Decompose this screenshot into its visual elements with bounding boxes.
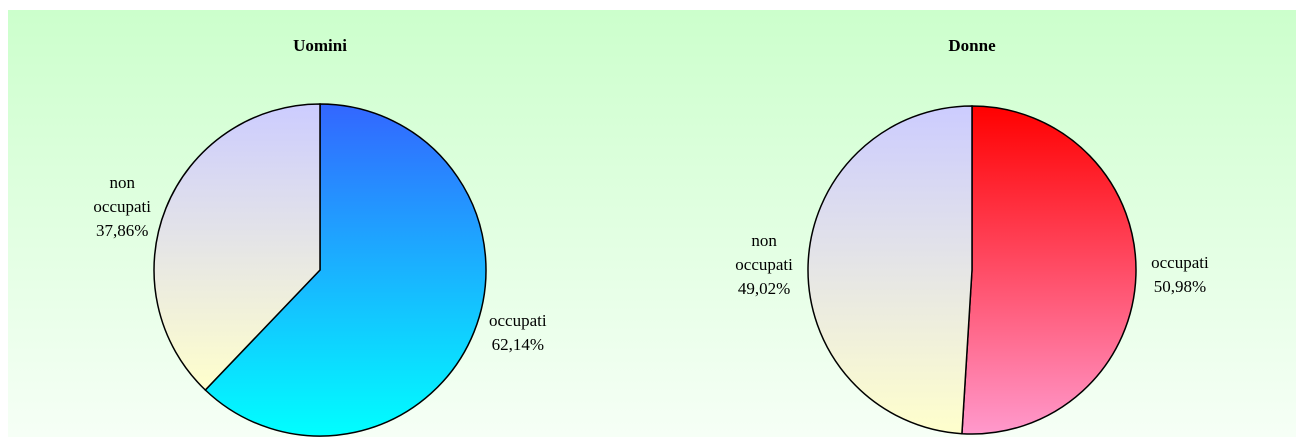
- pie-slice: [153, 103, 321, 392]
- category-label: occupati: [1151, 253, 1209, 273]
- slice-label: non occupati 49,02%: [724, 229, 804, 301]
- chart-title: Donne: [948, 36, 996, 55]
- value-label: 49,02%: [737, 278, 791, 298]
- value-label: 37,86%: [95, 220, 149, 240]
- slice-label: non occupati 37,86%: [82, 171, 162, 243]
- category-label: non occupati: [93, 172, 151, 216]
- pie-slice: [961, 105, 1137, 435]
- pie-slice: [807, 105, 973, 435]
- pie-slice: [204, 103, 487, 437]
- slice-label: occupati 50,98%: [1140, 251, 1220, 299]
- category-label: occupati: [488, 311, 547, 331]
- slice-label: occupati 62,14%: [478, 309, 558, 357]
- chart-title: Uomini: [293, 36, 347, 55]
- category-label: non occupati: [735, 230, 793, 274]
- value-label: 50,98%: [1153, 277, 1207, 297]
- value-label: 62,14%: [491, 335, 544, 355]
